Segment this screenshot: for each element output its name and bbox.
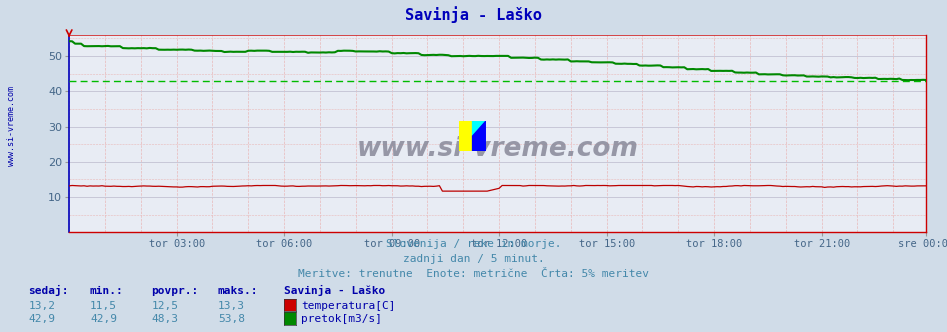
Text: www.si-vreme.com: www.si-vreme.com [357, 136, 638, 162]
Text: min.:: min.: [90, 286, 124, 296]
Text: 13,3: 13,3 [218, 301, 245, 311]
Text: 42,9: 42,9 [90, 314, 117, 324]
Polygon shape [473, 121, 486, 151]
Polygon shape [473, 121, 486, 136]
Text: 13,2: 13,2 [28, 301, 56, 311]
Text: Meritve: trenutne  Enote: metrične  Črta: 5% meritev: Meritve: trenutne Enote: metrične Črta: … [298, 269, 649, 279]
Text: sedaj:: sedaj: [28, 285, 69, 296]
Text: 11,5: 11,5 [90, 301, 117, 311]
Text: Savinja - Laško: Savinja - Laško [405, 7, 542, 23]
Text: 12,5: 12,5 [152, 301, 179, 311]
Text: 42,9: 42,9 [28, 314, 56, 324]
Text: povpr.:: povpr.: [152, 286, 199, 296]
Text: pretok[m3/s]: pretok[m3/s] [301, 314, 383, 324]
Text: temperatura[C]: temperatura[C] [301, 301, 396, 311]
Text: www.si-vreme.com: www.si-vreme.com [7, 86, 16, 166]
Text: Savinja - Laško: Savinja - Laško [284, 285, 385, 296]
Text: 53,8: 53,8 [218, 314, 245, 324]
Text: zadnji dan / 5 minut.: zadnji dan / 5 minut. [402, 254, 545, 264]
Text: maks.:: maks.: [218, 286, 259, 296]
Polygon shape [459, 121, 473, 151]
Text: 48,3: 48,3 [152, 314, 179, 324]
Text: Slovenija / reke in morje.: Slovenija / reke in morje. [385, 239, 562, 249]
